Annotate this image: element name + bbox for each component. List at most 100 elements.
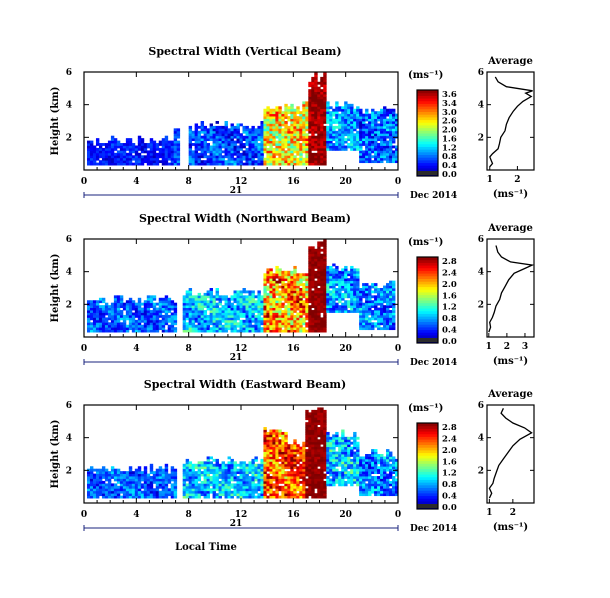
heatmap-cell bbox=[86, 312, 91, 316]
heatmap-cell bbox=[266, 292, 270, 296]
heatmap-cell bbox=[110, 495, 115, 499]
heatmap-cell bbox=[215, 157, 219, 161]
heatmap-cell bbox=[326, 288, 330, 291]
heatmap-cell bbox=[104, 157, 109, 161]
heatmap-cell bbox=[272, 454, 276, 457]
heatmap-cell bbox=[137, 478, 142, 482]
heatmap-cell bbox=[209, 157, 213, 161]
heatmap-cell bbox=[263, 441, 267, 445]
heatmap-cell bbox=[296, 458, 300, 462]
heatmap-cell bbox=[245, 133, 249, 137]
heatmap-cell bbox=[395, 133, 399, 137]
heatmap-cell bbox=[320, 283, 324, 286]
heatmap-cell bbox=[287, 493, 291, 497]
heatmap-cell bbox=[110, 307, 115, 311]
heatmap-cell bbox=[317, 251, 321, 255]
heatmap-cell bbox=[212, 138, 216, 141]
heatmap-cell bbox=[107, 152, 112, 156]
heatmap-cell bbox=[281, 121, 285, 124]
heatmap-cell bbox=[365, 138, 369, 141]
heatmap-cell bbox=[137, 322, 142, 326]
heatmap-cell bbox=[314, 495, 318, 499]
heatmap-cell bbox=[86, 305, 91, 308]
heatmap-cell bbox=[263, 290, 267, 294]
heatmap-cell bbox=[143, 493, 148, 497]
heatmap-cell bbox=[224, 463, 228, 467]
heatmap-cell bbox=[278, 473, 282, 477]
heatmap-cell bbox=[278, 116, 282, 119]
heatmap-cell bbox=[266, 130, 270, 134]
heatmap-cell bbox=[293, 121, 297, 124]
heatmap-cell bbox=[125, 317, 130, 321]
heatmap-cell bbox=[275, 436, 279, 440]
heatmap-cell bbox=[383, 111, 387, 115]
heatmap-cell bbox=[221, 133, 225, 137]
heatmap-cell bbox=[323, 285, 327, 289]
heatmap-cell bbox=[236, 162, 240, 166]
heatmap-cell bbox=[203, 329, 208, 333]
heatmap-cell bbox=[320, 305, 324, 308]
heatmap-cell bbox=[245, 483, 249, 487]
heatmap-cell bbox=[368, 118, 372, 122]
heatmap-cell bbox=[224, 133, 228, 137]
heatmap-cell bbox=[323, 106, 327, 110]
heatmap-cell bbox=[272, 305, 276, 308]
heatmap-cell bbox=[242, 295, 246, 299]
heatmap-cell bbox=[308, 446, 312, 450]
heatmap-cell bbox=[209, 488, 213, 492]
heatmap-cell bbox=[284, 322, 288, 326]
heatmap-cell bbox=[311, 300, 315, 304]
heatmap-cell bbox=[386, 118, 390, 122]
heatmap-cell bbox=[212, 458, 216, 462]
heatmap-cell bbox=[326, 101, 330, 105]
heatmap-cell bbox=[311, 98, 315, 102]
heatmap-cell bbox=[320, 162, 324, 166]
heatmap-cell bbox=[134, 157, 139, 161]
heatmap-cell bbox=[188, 133, 193, 137]
heatmap-cell bbox=[386, 157, 390, 161]
heatmap-cell bbox=[248, 150, 252, 154]
heatmap-cell bbox=[299, 473, 303, 477]
heatmap-cell bbox=[278, 327, 282, 331]
heatmap-cell bbox=[299, 123, 303, 127]
heatmap-cell bbox=[287, 305, 291, 308]
heatmap-cell bbox=[353, 310, 357, 313]
heatmap-cell bbox=[236, 155, 240, 159]
heatmap-cell bbox=[326, 483, 330, 487]
heatmap-cell bbox=[308, 434, 312, 438]
heatmap-cell bbox=[290, 488, 294, 492]
heatmap-cell bbox=[230, 150, 234, 154]
heatmap-cell bbox=[86, 307, 91, 311]
heatmap-cell bbox=[206, 478, 210, 482]
heatmap-cell bbox=[110, 310, 115, 313]
colorbar-step bbox=[417, 286, 438, 290]
heatmap-cell bbox=[389, 322, 393, 326]
heatmap-cell bbox=[299, 476, 303, 479]
heatmap-cell bbox=[278, 441, 282, 445]
heatmap-cell bbox=[284, 319, 288, 323]
heatmap-cell bbox=[320, 253, 324, 257]
heatmap-cell bbox=[182, 476, 187, 479]
heatmap-cell bbox=[143, 324, 148, 328]
heatmap-cell bbox=[299, 275, 303, 279]
heatmap-cell bbox=[266, 150, 270, 154]
heatmap-cell bbox=[275, 485, 279, 489]
heatmap-cell bbox=[353, 283, 357, 286]
heatmap-cell bbox=[266, 439, 270, 443]
heatmap-cell bbox=[293, 111, 297, 115]
heatmap-cell bbox=[368, 290, 372, 294]
heatmap-cell bbox=[194, 157, 199, 161]
heatmap-cell bbox=[95, 150, 100, 154]
heatmap-cell bbox=[329, 128, 333, 132]
heatmap-cell bbox=[131, 324, 136, 328]
heatmap-cell bbox=[272, 441, 276, 445]
heatmap-cell bbox=[230, 128, 234, 132]
heatmap-cell bbox=[284, 113, 288, 117]
heatmap-cell bbox=[293, 297, 297, 301]
heatmap-cell bbox=[365, 305, 369, 308]
x-tick-label: 0 bbox=[395, 344, 401, 354]
heatmap-cell bbox=[296, 471, 300, 474]
heatmap-cell bbox=[317, 473, 321, 477]
heatmap-cell bbox=[314, 263, 318, 267]
heatmap-cell bbox=[239, 471, 243, 474]
